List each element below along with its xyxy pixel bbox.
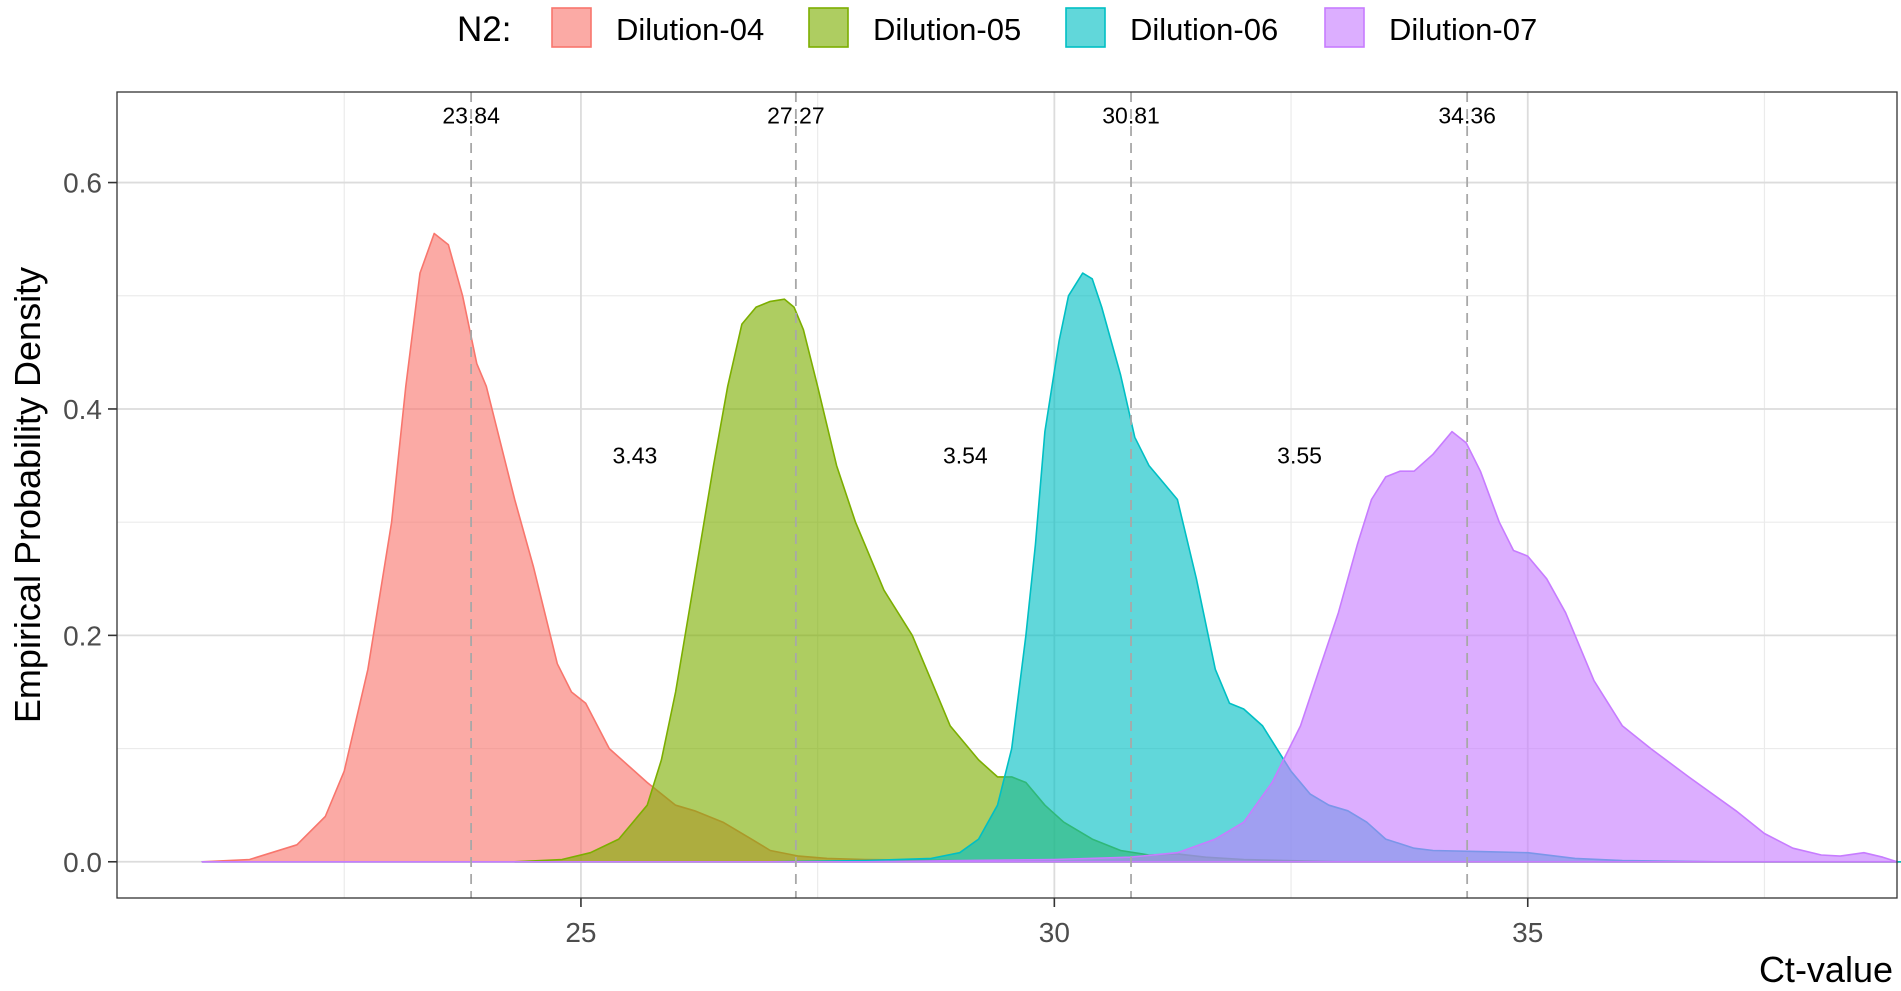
panel-border xyxy=(116,91,1898,899)
legend-label: Dilution-06 xyxy=(1130,12,1278,47)
legend-label: Dilution-04 xyxy=(616,12,764,47)
legend-key xyxy=(551,7,592,48)
median-gap-label: 3.54 xyxy=(943,442,988,468)
axes: 25 30 35 0.0 0.2 0.4 0.6 Ct-value Empirical Prob… xyxy=(7,168,1893,990)
x-axis-title: Ct-value xyxy=(1759,949,1893,990)
density-areas xyxy=(201,232,1901,863)
legend: N2: Dilution-04 Dilution-05 Dilution-06 Dilu… xyxy=(457,7,1537,49)
x-tick-label: 35 xyxy=(1512,917,1543,948)
x-tick-label: 30 xyxy=(1039,917,1070,948)
legend-label: Dilution-05 xyxy=(873,12,1021,47)
median-gap-label: 3.55 xyxy=(1277,442,1322,468)
legend-key xyxy=(1324,7,1365,48)
y-tick-label: 0.2 xyxy=(63,620,102,651)
median-value-label: 30.81 xyxy=(1102,103,1160,129)
median-value-label: 27.27 xyxy=(767,103,825,129)
x-tick-label: 25 xyxy=(565,917,596,948)
y-tick-label: 0.4 xyxy=(63,394,102,425)
annotations: 23.84 27.27 30.81 34.36 3.43 3.54 3.55 xyxy=(442,103,1496,469)
median-value-label: 23.84 xyxy=(442,103,500,129)
legend-label: Dilution-07 xyxy=(1389,12,1537,47)
legend-key xyxy=(808,7,849,48)
median-gap-label: 3.43 xyxy=(613,442,658,468)
legend-key xyxy=(1065,7,1106,48)
median-value-label: 34.36 xyxy=(1438,103,1496,129)
density-area-dilution-07 xyxy=(201,430,1898,863)
reference-lines xyxy=(470,92,1469,898)
y-axis-title: Empirical Probability Density xyxy=(7,267,48,723)
y-tick-label: 0.6 xyxy=(63,168,102,199)
legend-title: N2: xyxy=(457,10,511,49)
y-tick-label: 0.0 xyxy=(63,847,102,878)
